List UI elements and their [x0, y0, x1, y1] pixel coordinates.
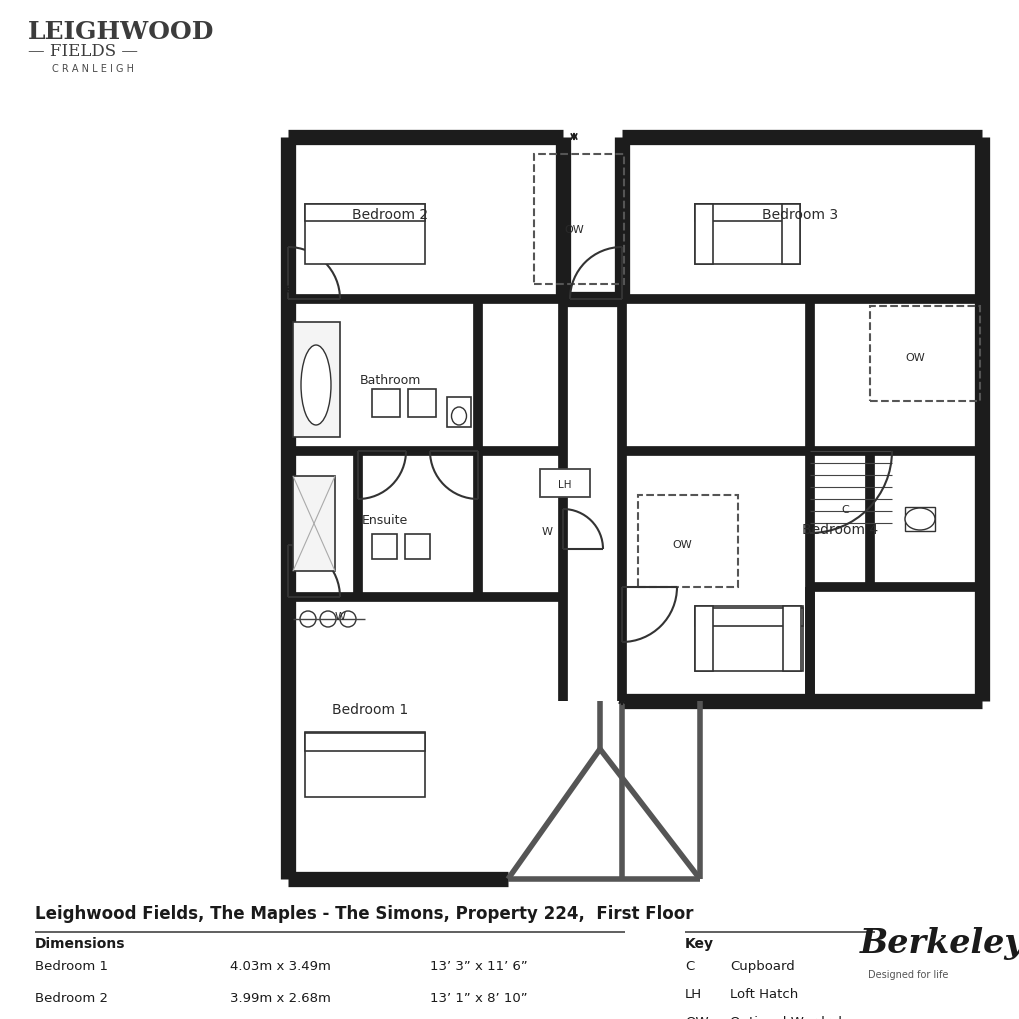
Ellipse shape: [451, 408, 466, 426]
Text: Bedroom 4: Bedroom 4: [801, 523, 877, 536]
Text: Designed for life: Designed for life: [867, 969, 948, 979]
Text: OW: OW: [564, 225, 583, 234]
Bar: [869, 307, 979, 401]
Text: Bedroom 1: Bedroom 1: [35, 959, 108, 972]
Bar: [305, 734, 425, 751]
Text: Dimensions: Dimensions: [35, 936, 125, 950]
Ellipse shape: [904, 508, 934, 531]
Bar: [694, 205, 799, 222]
Text: Leighwood Fields, The Maples - The Simons, Property 224,  First Floor: Leighwood Fields, The Maples - The Simon…: [35, 904, 693, 922]
Bar: [694, 606, 802, 672]
Bar: [562, 138, 622, 701]
Text: Cupboard: Cupboard: [730, 959, 794, 972]
Text: Bedroom 3: Bedroom 3: [761, 208, 838, 222]
Bar: [904, 507, 934, 532]
Text: OW: OW: [685, 1015, 708, 1019]
Bar: [292, 323, 339, 437]
Bar: [694, 608, 802, 627]
Circle shape: [339, 611, 356, 628]
Bar: [622, 138, 981, 701]
Text: LEIGHWOOD: LEIGHWOOD: [28, 20, 214, 44]
Bar: [305, 205, 425, 265]
Text: Bedroom 1: Bedroom 1: [331, 702, 408, 716]
Text: C: C: [841, 504, 848, 515]
Text: Bedroom 2: Bedroom 2: [352, 208, 428, 222]
Text: Loft Hatch: Loft Hatch: [730, 987, 798, 1000]
Text: Optional Wardrobe: Optional Wardrobe: [730, 1015, 854, 1019]
Text: 13’ 1” x 8’ 10”: 13’ 1” x 8’ 10”: [430, 991, 527, 1004]
Circle shape: [320, 611, 335, 628]
Ellipse shape: [301, 345, 331, 426]
Text: W: W: [541, 527, 552, 536]
Text: C: C: [685, 959, 694, 972]
Bar: [292, 477, 334, 572]
Text: LH: LH: [685, 987, 701, 1000]
Text: LH: LH: [557, 480, 572, 489]
Bar: [539, 470, 589, 497]
Text: OW: OW: [672, 539, 691, 549]
Bar: [287, 138, 562, 879]
Bar: [408, 389, 435, 418]
Bar: [405, 535, 430, 559]
Text: Bedroom 2: Bedroom 2: [35, 991, 108, 1004]
Bar: [694, 205, 799, 265]
Text: Ensuite: Ensuite: [362, 513, 408, 526]
Text: — FIELDS —: — FIELDS —: [28, 43, 138, 60]
Bar: [305, 733, 425, 797]
Text: Bathroom: Bathroom: [359, 373, 420, 386]
Bar: [372, 389, 399, 418]
Bar: [783, 606, 800, 672]
Bar: [694, 205, 712, 265]
Text: 4.03m x 3.49m: 4.03m x 3.49m: [229, 959, 330, 972]
Bar: [637, 495, 738, 587]
Bar: [694, 606, 712, 672]
Text: W: W: [334, 611, 345, 622]
Bar: [372, 535, 396, 559]
Text: Berkeley: Berkeley: [859, 926, 1019, 959]
Bar: [534, 155, 624, 284]
Text: C R A N L E I G H: C R A N L E I G H: [52, 64, 133, 74]
Bar: [446, 397, 471, 428]
Text: 3.99m x 2.68m: 3.99m x 2.68m: [229, 991, 330, 1004]
Text: Key: Key: [685, 936, 713, 950]
Text: 13’ 3” x 11’ 6”: 13’ 3” x 11’ 6”: [430, 959, 527, 972]
Text: OW: OW: [904, 353, 924, 363]
Bar: [782, 205, 799, 265]
Bar: [305, 205, 425, 222]
Circle shape: [300, 611, 316, 628]
